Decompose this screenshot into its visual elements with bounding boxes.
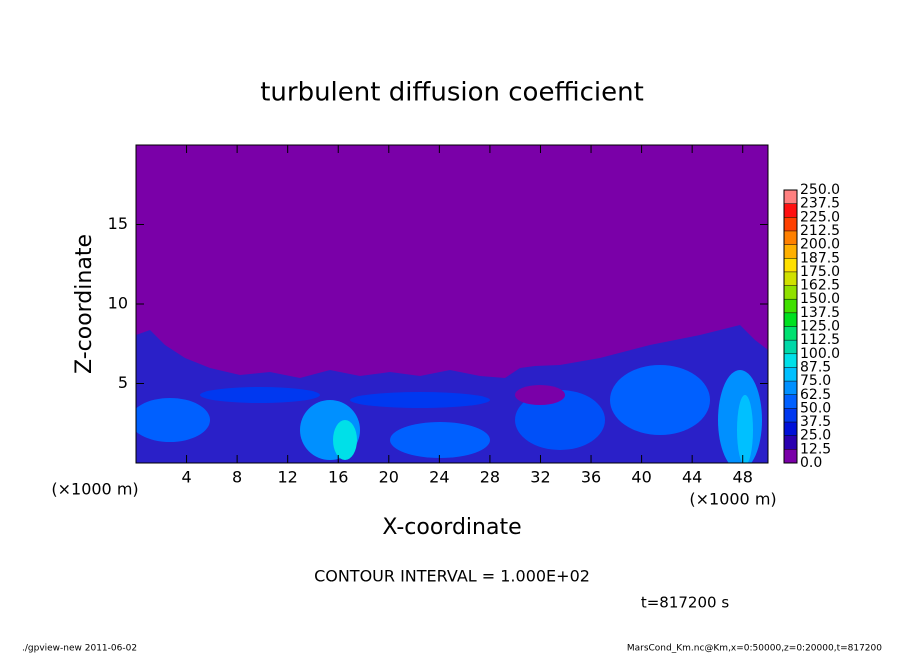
colorbar-label: 12.5 [800, 441, 831, 457]
field-blob [350, 392, 490, 408]
colorbar-label: 37.5 [800, 414, 831, 430]
colorbar-label: 25.0 [800, 428, 831, 444]
field-blob [515, 385, 565, 405]
colorbar-band [784, 299, 797, 313]
colorbar-band [784, 258, 797, 272]
colorbar-label: 175.0 [800, 264, 840, 280]
colorbar-label: 237.5 [800, 196, 840, 212]
field-blob [136, 398, 210, 442]
x-tick-label: 36 [581, 468, 601, 487]
colorbar-label: 187.5 [800, 250, 840, 266]
footer-left: ./gpview-new 2011-06-02 [22, 644, 137, 654]
colorbar-label: 100.0 [800, 346, 840, 362]
x-tick-label: 40 [631, 468, 651, 487]
y-tick-label: 5 [118, 373, 128, 392]
colorbar-band [784, 353, 797, 368]
colorbar-band [784, 326, 797, 341]
colorbar-label: 250.0 [800, 182, 840, 198]
x-tick-label: 4 [181, 468, 191, 487]
colorbar-band [784, 230, 797, 245]
colorbar-band [784, 271, 797, 286]
x-tick-label: 44 [682, 468, 702, 487]
colorbar-band [784, 244, 797, 259]
field-blob [737, 395, 753, 463]
field-blob [515, 390, 605, 450]
colorbar-band [784, 312, 797, 327]
colorbar-label: 225.0 [800, 209, 840, 225]
colorbar-label: 212.5 [800, 223, 840, 239]
colorbar-band [784, 340, 797, 354]
contour-interval: CONTOUR INTERVAL = 1.000E+02 [314, 567, 590, 586]
chart-title: turbulent diffusion coefficient [260, 78, 644, 108]
x-tick-label: 12 [278, 468, 298, 487]
colorbar-band [784, 394, 797, 409]
colorbar-band [784, 285, 797, 300]
colorbar-label: 87.5 [800, 359, 831, 375]
colorbar-band [784, 217, 797, 231]
time-label: t=817200 s [641, 594, 729, 612]
field-blob [333, 420, 357, 460]
colorbar-label: 75.0 [800, 373, 831, 389]
x-tick-label: 32 [530, 468, 550, 487]
y-tick-label: 15 [108, 214, 128, 233]
field-blob [200, 387, 320, 403]
colorbar-band [784, 203, 797, 218]
colorbar-band [784, 408, 797, 423]
x-tick-label: 16 [328, 468, 348, 487]
colorbar-band [784, 367, 797, 382]
colorbar-label: 162.5 [800, 278, 840, 294]
x-tick-label: 24 [429, 468, 449, 487]
y-tick-label: 10 [108, 294, 128, 313]
colorbar-label: 200.0 [800, 237, 840, 253]
colorbar-label: 150.0 [800, 291, 840, 307]
x-tick-label: 8 [232, 468, 242, 487]
field [136, 325, 768, 463]
x-unit-label: (×1000 m) [689, 490, 776, 509]
colorbar-label: 137.5 [800, 305, 840, 321]
colorbar-label: 112.5 [800, 332, 840, 348]
x-unit-label: (×1000 m) [51, 480, 138, 499]
footer-right: MarsCond_Km.nc@Km,x=0:50000,z=0:20000,t=… [627, 644, 882, 654]
colorbar-label: 0.0 [800, 455, 822, 471]
colorbar-label: 62.5 [800, 387, 831, 403]
field-blob [610, 365, 710, 435]
x-axis-label: X-coordinate [382, 515, 521, 540]
x-tick-label: 28 [480, 468, 500, 487]
x-tick-label: 48 [733, 468, 753, 487]
colorbar-label: 50.0 [800, 400, 831, 416]
y-axis-label: Z-coordinate [72, 234, 97, 374]
x-tick-label: 20 [379, 468, 399, 487]
colorbar-band [784, 190, 797, 204]
colorbar-band [784, 422, 797, 436]
colorbar-band [784, 381, 797, 395]
colorbar-band [784, 435, 797, 450]
field-blob [390, 422, 490, 458]
colorbar-band [784, 449, 797, 463]
colorbar-label: 125.0 [800, 319, 840, 335]
